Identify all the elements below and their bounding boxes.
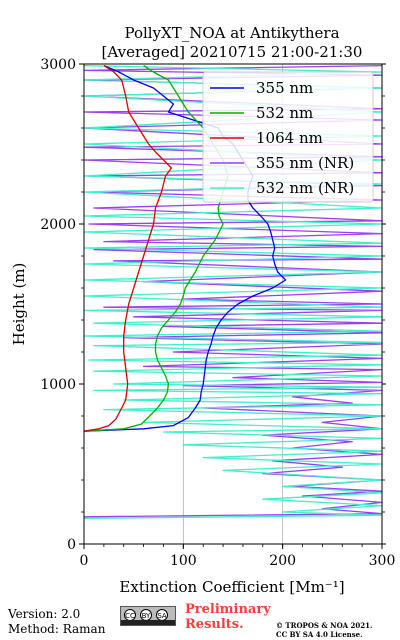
legend-label: 532 nm (NR) bbox=[256, 179, 354, 197]
y-tick-label: 0 bbox=[67, 537, 76, 553]
series-line bbox=[84, 65, 173, 432]
y-tick-label: 2000 bbox=[40, 217, 76, 233]
y-tick-label: 3000 bbox=[40, 57, 76, 73]
x-tick-label: 200 bbox=[269, 553, 296, 569]
chart-title: PollyXT_NOA at Antikythera bbox=[124, 24, 339, 42]
preliminary-line1: Preliminary bbox=[185, 602, 271, 617]
legend-label: 1064 nm bbox=[256, 129, 323, 147]
legend-label: 355 nm bbox=[256, 79, 313, 97]
legend: 355 nm 532 nm 1064 nm 355 nm (NR) 532 nm (NR… bbox=[202, 71, 374, 203]
x-axis-label: Extinction Coefficient [Mm⁻¹] bbox=[119, 578, 344, 596]
version-text: Version: 2.0 bbox=[8, 607, 81, 621]
chart-subtitle: [Averaged] 20210715 21:00-21:30 bbox=[102, 43, 363, 61]
legend-label: 355 nm (NR) bbox=[256, 154, 354, 172]
x-tick-label: 100 bbox=[170, 553, 197, 569]
method-text: Method: Raman bbox=[8, 622, 106, 636]
copyright-line2: CC BY SA 4.0 License. bbox=[276, 630, 363, 639]
plot-frame bbox=[83, 63, 383, 545]
y-axis-label: Height (m) bbox=[10, 263, 28, 346]
copyright-line1: © TROPOS & NOA 2021. bbox=[276, 621, 373, 630]
by-icon: BY bbox=[140, 609, 152, 621]
y-tick-label: 1000 bbox=[40, 377, 76, 393]
preliminary-line2: Results. bbox=[185, 617, 244, 632]
cc-badge-strip bbox=[121, 620, 175, 625]
legend-label: 532 nm bbox=[256, 104, 313, 122]
x-tick-label: 300 bbox=[369, 553, 396, 569]
legend-box bbox=[202, 71, 374, 203]
cc-by-sa-badge: CC BY SA bbox=[120, 606, 176, 626]
axis-ticks bbox=[79, 63, 386, 549]
series-line bbox=[84, 64, 382, 520]
x-tick-label: 0 bbox=[80, 553, 89, 569]
extinction-profile-chart: PollyXT_NOA at Antikythera [Averaged] 20… bbox=[10, 24, 395, 596]
